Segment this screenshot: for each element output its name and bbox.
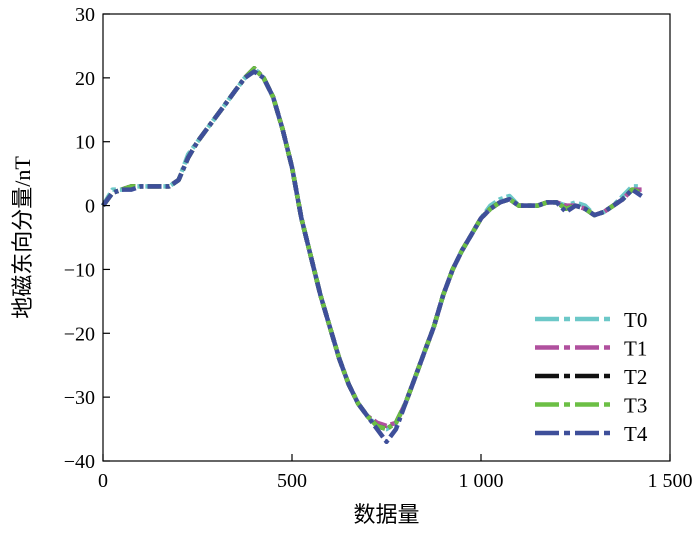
y-axis-label: 地磁东向分量/nT xyxy=(10,156,35,319)
series-line-t2 xyxy=(101,66,643,432)
legend-label-t1: T1 xyxy=(624,337,647,361)
tick-layer: 0 500 1 000 1 500 −40 −30 −20 −10 0 10 20 30 xyxy=(64,4,693,492)
y-tick-label: 30 xyxy=(75,4,95,26)
series-line-t3 xyxy=(101,66,643,432)
x-tick-label: 1 500 xyxy=(648,470,693,492)
y-tick-label: −10 xyxy=(64,259,95,281)
legend-label-t4: T4 xyxy=(624,422,648,446)
series-layer xyxy=(101,66,643,445)
series-line-t4 xyxy=(101,69,643,445)
series-line-t1 xyxy=(101,66,642,429)
legend-label-t0: T0 xyxy=(624,308,647,332)
x-tick-label: 500 xyxy=(277,470,307,492)
legend-label-t3: T3 xyxy=(624,394,647,418)
plot-frame xyxy=(102,13,671,462)
y-tick-label: 20 xyxy=(75,68,95,90)
y-tick-label: −20 xyxy=(64,323,95,345)
x-axis-label: 数据量 xyxy=(353,502,419,527)
x-tick-label: 1 000 xyxy=(459,470,504,492)
x-tick-label: 0 xyxy=(98,470,108,492)
y-tick-label: 10 xyxy=(75,132,95,154)
y-tick-label: 0 xyxy=(85,196,95,218)
legend: T0 T1 T2 T3 T4 xyxy=(535,308,648,446)
series-line-t0 xyxy=(101,66,642,432)
y-tick-label: −40 xyxy=(64,451,95,473)
legend-label-t2: T2 xyxy=(624,365,647,389)
y-tick-label: −30 xyxy=(64,387,95,409)
